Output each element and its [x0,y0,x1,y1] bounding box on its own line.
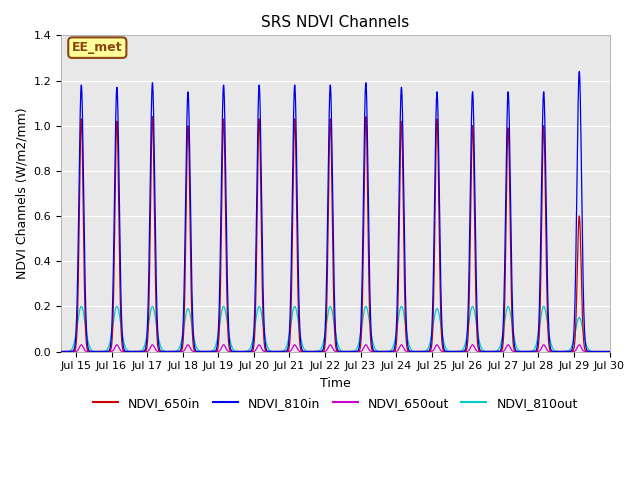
Line: NDVI_810out: NDVI_810out [61,306,609,351]
NDVI_650out [605,348,613,354]
NDVI_810in [575,69,583,74]
Line: NDVI_650in: NDVI_650in [61,117,609,351]
NDVI_810out [414,348,422,354]
NDVI_650in [386,348,394,354]
NDVI_650out [386,348,394,354]
X-axis label: Time: Time [320,377,351,390]
NDVI_650out [157,348,164,354]
Line: NDVI_650out: NDVI_650out [61,345,609,351]
NDVI_650in [508,319,516,325]
Line: NDVI_810in: NDVI_810in [61,72,609,351]
NDVI_810out [157,344,164,350]
NDVI_650in [57,348,65,354]
NDVI_810out [386,348,394,354]
NDVI_810out [508,322,516,327]
NDVI_650in [267,348,275,354]
Y-axis label: NDVI Channels (W/m2/mm): NDVI Channels (W/m2/mm) [15,108,28,279]
NDVI_650out [414,348,422,354]
Title: SRS NDVI Channels: SRS NDVI Channels [261,15,410,30]
NDVI_650out [267,348,275,354]
NDVI_650out [113,342,121,348]
Text: EE_met: EE_met [72,41,123,54]
NDVI_650in [157,348,164,354]
NDVI_810in [386,348,394,354]
NDVI_650in [605,348,613,354]
NDVI_810out [605,348,613,354]
NDVI_650out [57,348,65,354]
NDVI_810out [113,303,121,309]
NDVI_810in [57,348,65,354]
NDVI_650in [414,348,422,354]
NDVI_650out [467,345,474,351]
Legend: NDVI_650in, NDVI_810in, NDVI_650out, NDVI_810out: NDVI_650in, NDVI_810in, NDVI_650out, NDV… [88,392,583,415]
NDVI_810in [508,283,516,289]
NDVI_650in [148,114,156,120]
NDVI_810out [57,348,65,354]
NDVI_810in [605,348,613,354]
NDVI_810in [267,348,275,354]
NDVI_810in [467,190,474,195]
NDVI_810out [267,348,275,354]
NDVI_810in [414,348,422,354]
NDVI_650out [508,348,516,354]
NDVI_650in [467,227,474,233]
NDVI_810in [157,348,164,354]
NDVI_810out [467,310,474,316]
